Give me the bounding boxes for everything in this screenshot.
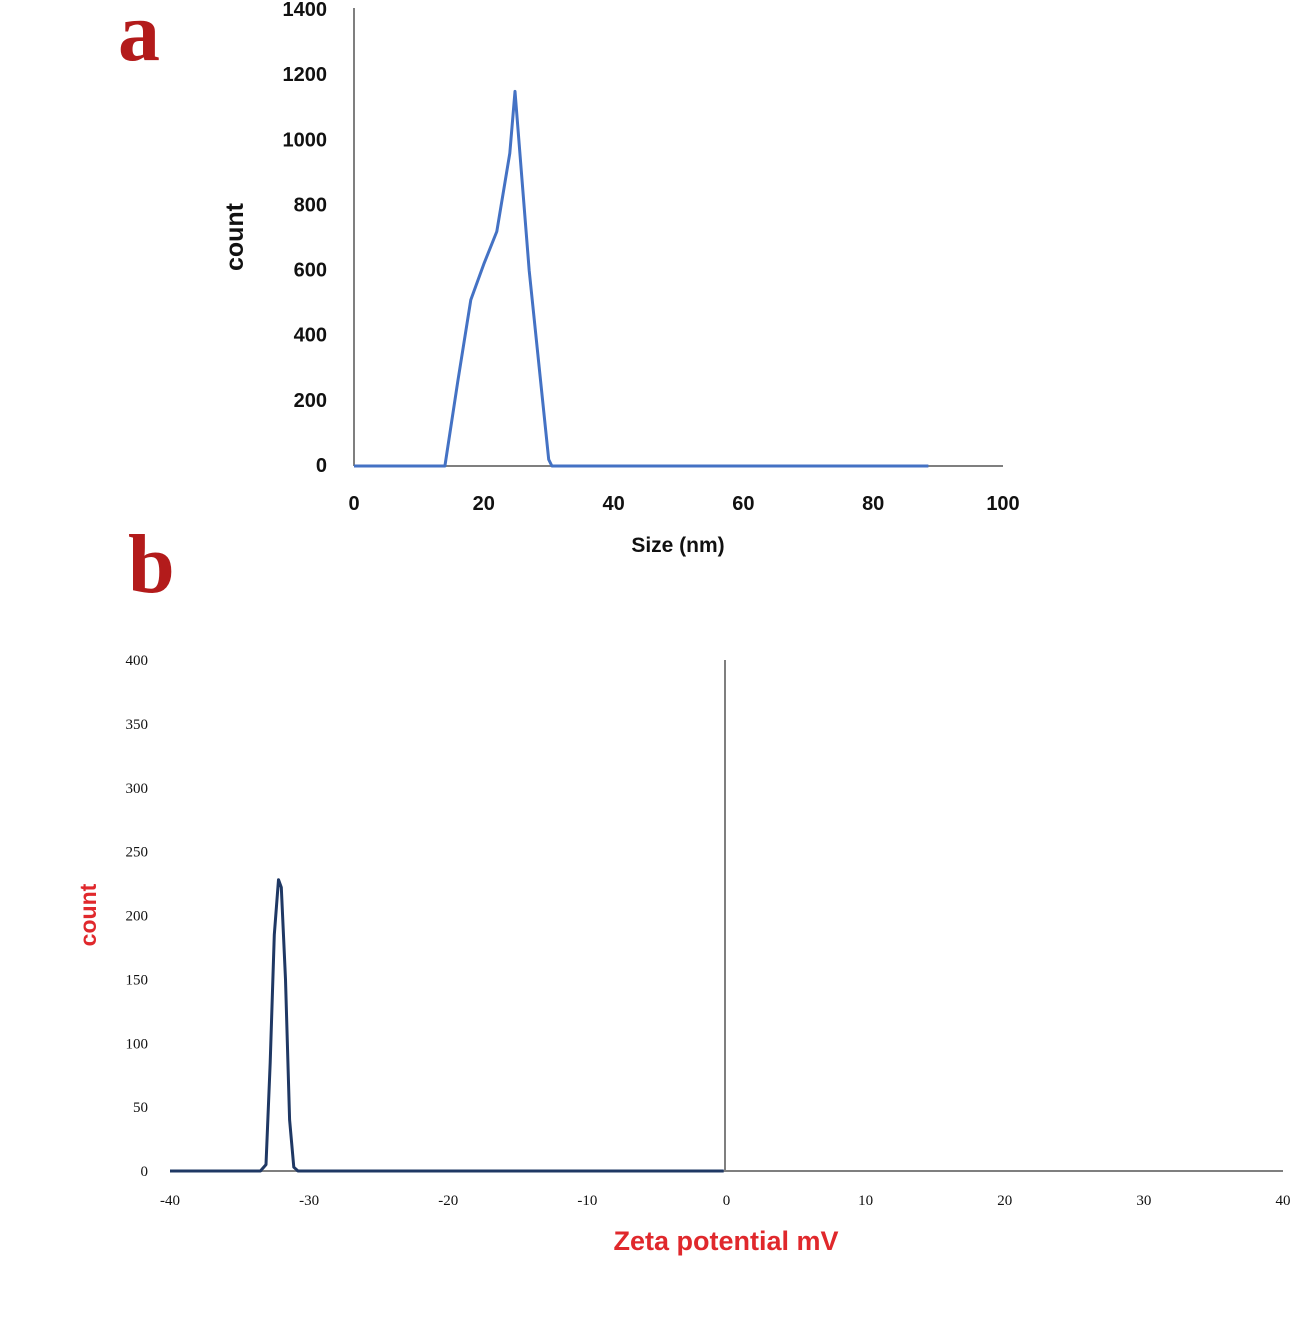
x-tick-label: -10 [577, 1193, 597, 1209]
zeta-potential-line [170, 878, 724, 1173]
x-tick-label: -20 [438, 1193, 458, 1209]
y-tick-label: 150 [126, 972, 149, 988]
x-tick-label: 20 [997, 1193, 1012, 1209]
x-tick-label: 0 [348, 493, 359, 515]
y-tick-labels-b: 0 50 100 150 200 250 300 350 400 [126, 653, 149, 1180]
x-axis-title-a: Size (nm) [631, 534, 724, 557]
x-tick-labels-b: -40 -30 -20 -10 0 10 20 30 40 [160, 1193, 1291, 1209]
panel-label-a: a [118, 0, 160, 79]
x-tick-label: -30 [299, 1193, 319, 1209]
y-tick-label: 350 [126, 717, 149, 733]
y-tick-label: 800 [294, 194, 327, 216]
y-tick-label: 300 [126, 781, 149, 797]
y-axis-title-b: count [75, 883, 101, 946]
x-tick-label: 40 [1276, 1193, 1291, 1209]
y-tick-label: 400 [126, 653, 149, 669]
y-tick-label: 1000 [283, 129, 328, 151]
y-tick-label: 50 [133, 1100, 148, 1116]
x-tick-label: 30 [1136, 1193, 1151, 1209]
y-tick-label: 250 [126, 845, 149, 861]
y-tick-label: 0 [141, 1164, 149, 1180]
y-tick-label: 0 [316, 455, 327, 477]
y-tick-label: 600 [294, 260, 327, 282]
y-tick-label: 100 [126, 1036, 149, 1052]
size-distribution-line [354, 89, 929, 468]
y-tick-label: 1200 [283, 64, 328, 86]
x-tick-label: -40 [160, 1193, 180, 1209]
panel-label-b: b [128, 518, 175, 611]
x-tick-label: 10 [858, 1193, 873, 1209]
x-tick-label: 40 [602, 493, 624, 515]
x-tick-label: 20 [473, 493, 495, 515]
y-tick-label: 1400 [283, 0, 328, 21]
y-tick-label: 200 [294, 390, 327, 412]
x-tick-label: 60 [732, 493, 754, 515]
x-tick-label: 80 [862, 493, 884, 515]
y-tick-label: 200 [126, 909, 149, 925]
y-axis-title-a: count [221, 202, 249, 271]
x-tick-label: 0 [723, 1193, 731, 1209]
x-tick-labels-a: 0 20 40 60 80 100 [348, 493, 1019, 515]
y-tick-labels-a: 0 200 400 600 800 1000 1200 1400 [283, 0, 328, 477]
x-axis-title-b: Zeta potential mV [613, 1226, 838, 1256]
panel-a-size-distribution: a 0 200 400 600 800 1000 1200 1400 0 20 40 60 80 100… [118, 0, 1020, 557]
y-tick-label: 400 [294, 325, 327, 347]
x-tick-label: 100 [986, 493, 1019, 515]
